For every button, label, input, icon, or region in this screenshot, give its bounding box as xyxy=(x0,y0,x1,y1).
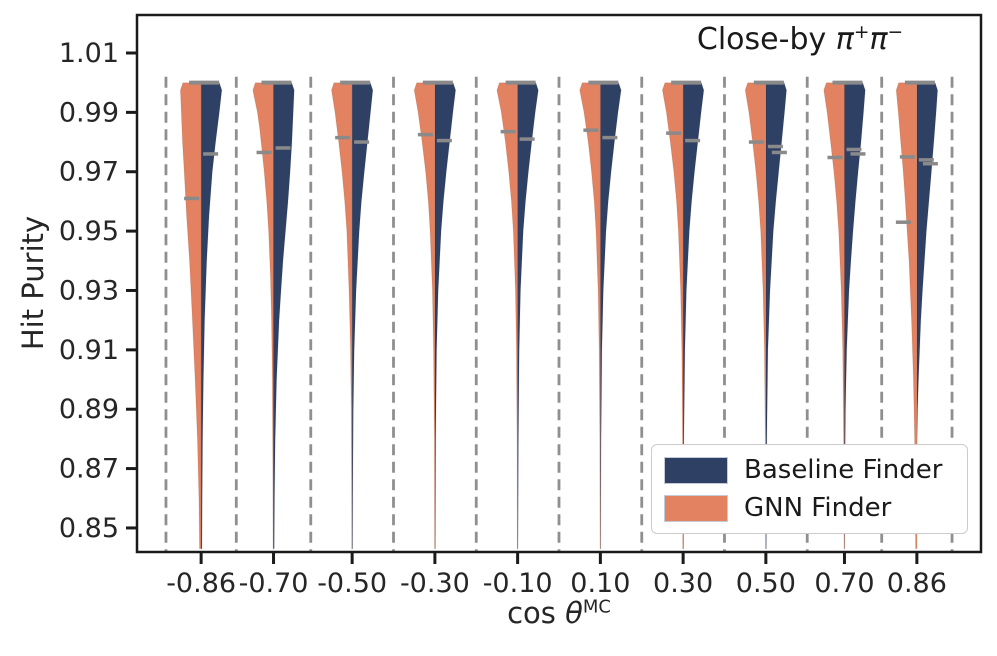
x-tick-label: -0.30 xyxy=(400,568,470,599)
theta-symbol: θ xyxy=(565,596,583,630)
x-tick-label: 0.50 xyxy=(736,568,796,599)
violin-baseline-0.10 xyxy=(599,82,622,550)
bin-boundary-dashed-lines xyxy=(164,76,954,552)
x-tick-label: 0.10 xyxy=(570,568,630,599)
violin-gnn--0.10 xyxy=(496,82,519,550)
legend-swatch-baseline xyxy=(664,456,728,484)
violin-gnn-0.10 xyxy=(579,82,601,550)
x-tick-label: -0.50 xyxy=(317,568,387,599)
plot-title-text: Close-by xyxy=(696,22,836,57)
plot-title: Close-by π+π− xyxy=(696,22,904,57)
violin-baseline--0.86 xyxy=(200,82,223,550)
y-tick-label: 0.87 xyxy=(59,454,119,485)
x-tick-label: -0.70 xyxy=(239,568,309,599)
violin-gnn--0.50 xyxy=(330,82,353,550)
plot-border xyxy=(135,13,983,554)
violin-gnn--0.30 xyxy=(413,82,436,550)
legend-box: Baseline Finder GNN Finder xyxy=(651,444,968,534)
pi-plus-symbol: π xyxy=(835,22,854,57)
y-tick-label: 0.89 xyxy=(59,394,119,425)
violin-baseline--0.30 xyxy=(434,82,457,550)
violin-gnn--0.70 xyxy=(252,82,274,550)
x-tick-label: 0.30 xyxy=(653,568,713,599)
y-tick-label: 0.97 xyxy=(59,157,119,188)
violin-baseline--0.10 xyxy=(517,82,539,550)
axes-frame-and-ticks xyxy=(126,13,983,564)
violin-baseline--0.70 xyxy=(273,82,295,550)
y-tick-label: 1.01 xyxy=(59,38,119,69)
legend-swatch-gnn xyxy=(664,494,728,522)
x-tick-label: 0.70 xyxy=(814,568,874,599)
violin-bodies xyxy=(179,82,939,550)
x-tick-label: 0.86 xyxy=(887,568,947,599)
violin-gnn--0.86 xyxy=(179,82,202,550)
x-axis-label: cos θMC xyxy=(507,596,611,630)
legend-label-baseline: Baseline Finder xyxy=(744,455,943,485)
mean-median-markers xyxy=(184,80,938,224)
y-axis-label: Hit Purity xyxy=(16,215,50,351)
violin-baseline--0.50 xyxy=(351,82,374,550)
y-tick-label: 0.91 xyxy=(59,335,119,366)
x-tick-label: -0.10 xyxy=(483,568,553,599)
pi-minus-symbol: π xyxy=(869,22,888,57)
y-tick-label: 0.85 xyxy=(59,513,119,544)
x-tick-label: -0.86 xyxy=(166,568,236,599)
y-tick-label: 0.95 xyxy=(59,216,119,247)
legend-item-baseline: Baseline Finder xyxy=(664,455,955,485)
legend-item-gnn: GNN Finder xyxy=(664,493,955,523)
y-tick-label: 0.93 xyxy=(59,275,119,306)
tick-labels: 1.01 0.99 0.97 0.95 0.93 0.91 0.89 0.87 0.85 -0.8… xyxy=(59,38,947,599)
y-tick-label: 0.99 xyxy=(59,97,119,128)
legend-label-gnn: GNN Finder xyxy=(744,493,892,523)
